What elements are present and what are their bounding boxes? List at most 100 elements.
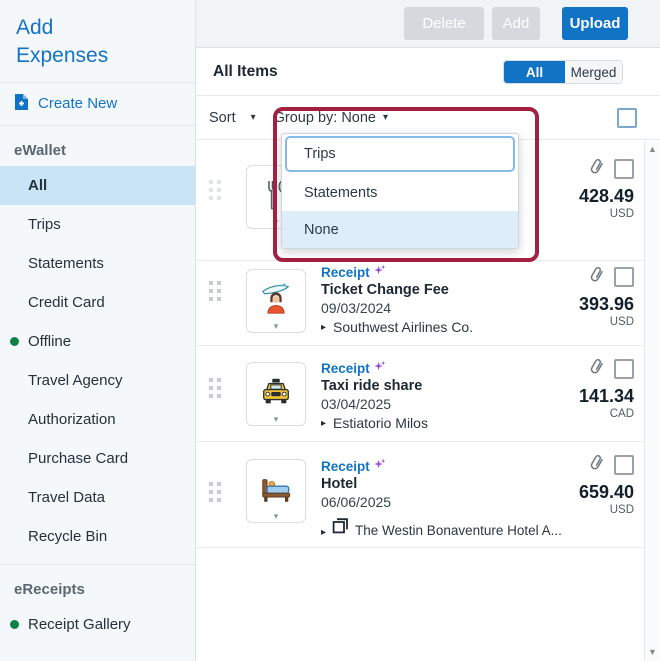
divider	[0, 124, 195, 126]
sidebar-item-label: Statements	[28, 254, 104, 272]
expense-row-taxi[interactable]: ▾ Receipt Taxi ride share 03/04/2025	[196, 346, 644, 442]
receipt-label: Receipt	[321, 458, 370, 474]
sidebar-item-receipt-gallery[interactable]: Receipt Gallery	[0, 605, 195, 644]
toggle-all[interactable]: All	[504, 61, 565, 83]
list-header: All Items All Merged	[196, 48, 660, 96]
main-content: Delete Add Upload All Items All Merged S…	[196, 0, 660, 661]
row-checkbox[interactable]	[614, 359, 634, 379]
sidebar-item-travel-agency[interactable]: Travel Agency	[0, 361, 195, 400]
vendor-expand-row[interactable]: ▸ Southwest Airlines Co.	[321, 319, 473, 335]
card-caret-icon[interactable]: ▾	[273, 321, 279, 331]
sidebar-item-recycle-bin[interactable]: Recycle Bin	[0, 517, 195, 556]
expense-texts: Receipt Ticket Change Fee 09/03/2024 ▸ S…	[321, 264, 473, 336]
chevron-down-icon: ▾	[383, 112, 389, 123]
page-title: Add Expenses	[16, 16, 109, 67]
sidebar-item-credit-card[interactable]: Credit Card	[0, 283, 195, 322]
select-all-checkbox[interactable]	[617, 108, 637, 128]
amount-block: 428.49 USD	[579, 157, 634, 220]
sidebar-item-offline[interactable]: Offline	[0, 322, 195, 361]
sidebar-item-label: Offline	[28, 332, 72, 350]
scroll-up-icon[interactable]: ▲	[648, 144, 657, 154]
card-caret-icon[interactable]: ▾	[273, 217, 279, 227]
amount-block: 659.40 USD	[579, 453, 634, 516]
row-checkbox[interactable]	[614, 159, 634, 179]
expense-title: Hotel	[321, 476, 358, 492]
divider	[0, 81, 195, 83]
sidebar-item-label: Purchase Card	[28, 449, 129, 467]
divider	[0, 563, 195, 565]
expense-date: 09/03/2024	[321, 300, 392, 316]
amount-value: 428.49	[578, 186, 634, 206]
card-caret-icon[interactable]: ▾	[273, 511, 279, 521]
amount-block: 141.34 CAD	[579, 357, 634, 420]
vendor-name: The Westin Bonaventure Hotel A...	[355, 523, 562, 538]
currency-code: USD	[609, 208, 634, 220]
menu-item-trips[interactable]: Trips	[285, 136, 515, 172]
vertical-scrollbar[interactable]: ▲ ▼	[644, 141, 660, 661]
currency-code: USD	[609, 316, 634, 328]
drag-handle-icon[interactable]	[209, 180, 221, 200]
expense-type-card[interactable]: ▾	[246, 269, 306, 333]
sidebar-item-authorization[interactable]: Authorization	[0, 400, 195, 439]
receipt-link[interactable]: Receipt	[321, 458, 562, 474]
travel-agent-icon	[259, 282, 293, 321]
drag-handle-icon[interactable]	[209, 378, 221, 398]
drag-handle-icon[interactable]	[209, 281, 221, 301]
row-checkbox[interactable]	[614, 455, 634, 475]
sidebar-item-travel-data[interactable]: Travel Data	[0, 478, 195, 517]
amount-value: 141.34	[578, 386, 634, 406]
card-caret-icon[interactable]: ▾	[273, 414, 279, 424]
expense-title: Taxi ride share	[321, 378, 423, 394]
expense-row-ticket-change-fee[interactable]: ▾ Receipt Ticket Change Fee 09/03/2024	[196, 261, 644, 346]
currency-code: USD	[609, 504, 634, 516]
sort-caret-icon[interactable]: ▾	[250, 112, 256, 123]
sparkle-icon	[373, 264, 386, 280]
expense-texts: Receipt Hotel 06/06/2025 ▸	[321, 458, 562, 539]
receipt-label: Receipt	[321, 360, 370, 376]
scroll-down-icon[interactable]: ▼	[648, 647, 657, 657]
expense-title: Ticket Change Fee	[321, 282, 449, 298]
sparkle-icon	[373, 458, 386, 474]
hotel-icon	[259, 472, 293, 511]
sidebar-item-trips[interactable]: Trips	[0, 205, 195, 244]
receipt-link[interactable]: Receipt	[321, 360, 428, 376]
sidebar-item-all[interactable]: All	[0, 165, 195, 205]
attachment-paperclip-icon	[589, 357, 605, 381]
delete-button[interactable]: Delete	[404, 7, 484, 40]
expense-row-hotel[interactable]: ▾ Receipt Hotel 06/06/2025	[196, 442, 644, 548]
expense-type-card[interactable]: ▾	[246, 362, 306, 426]
sidebar-item-purchase-card[interactable]: Purchase Card	[0, 439, 195, 478]
vendor-expand-row[interactable]: ▸ Estiatorio Milos	[321, 415, 428, 431]
sidebar-item-label: All	[28, 176, 48, 194]
vendor-name: Estiatorio Milos	[333, 415, 428, 431]
drag-handle-icon[interactable]	[209, 482, 221, 502]
sidebar-item-label: Trips	[28, 215, 61, 233]
vendor-name: Southwest Airlines Co.	[333, 319, 474, 335]
group-by-dropdown[interactable]: Group by: None ▾	[274, 110, 388, 126]
sort-dropdown[interactable]: Sort	[209, 109, 236, 126]
expense-date: 03/04/2025	[321, 396, 392, 412]
receipt-label: Receipt	[321, 264, 370, 280]
toggle-merged[interactable]: Merged	[565, 61, 622, 83]
receipt-link[interactable]: Receipt	[321, 264, 473, 280]
taxi-icon	[259, 375, 293, 414]
attachment-paperclip-icon	[589, 265, 605, 289]
upload-button[interactable]: Upload	[562, 7, 628, 40]
sidebar-item-statements[interactable]: Statements	[0, 244, 195, 283]
create-new-button[interactable]: Create New	[0, 83, 195, 125]
menu-item-none[interactable]: None	[282, 211, 518, 248]
green-status-dot	[10, 619, 19, 629]
sidebar-item-label: Receipt Gallery	[28, 615, 131, 633]
menu-item-statements[interactable]: Statements	[304, 184, 378, 201]
group-by-label: Group by: None	[273, 109, 376, 126]
sidebar-item-label: Credit Card	[28, 293, 105, 311]
expense-type-card[interactable]: ▾	[246, 459, 306, 523]
add-button[interactable]: Add	[492, 7, 540, 40]
sidebar-item-label: Travel Agency	[28, 371, 123, 389]
vendor-expand-row[interactable]: ▸ The Westin Bonaventure Hotel A...	[321, 516, 562, 538]
group-by-menu: Trips Statements None	[281, 133, 519, 249]
amount-block: 393.96 USD	[579, 265, 634, 328]
create-new-document-icon	[14, 93, 29, 115]
row-checkbox[interactable]	[614, 267, 634, 287]
